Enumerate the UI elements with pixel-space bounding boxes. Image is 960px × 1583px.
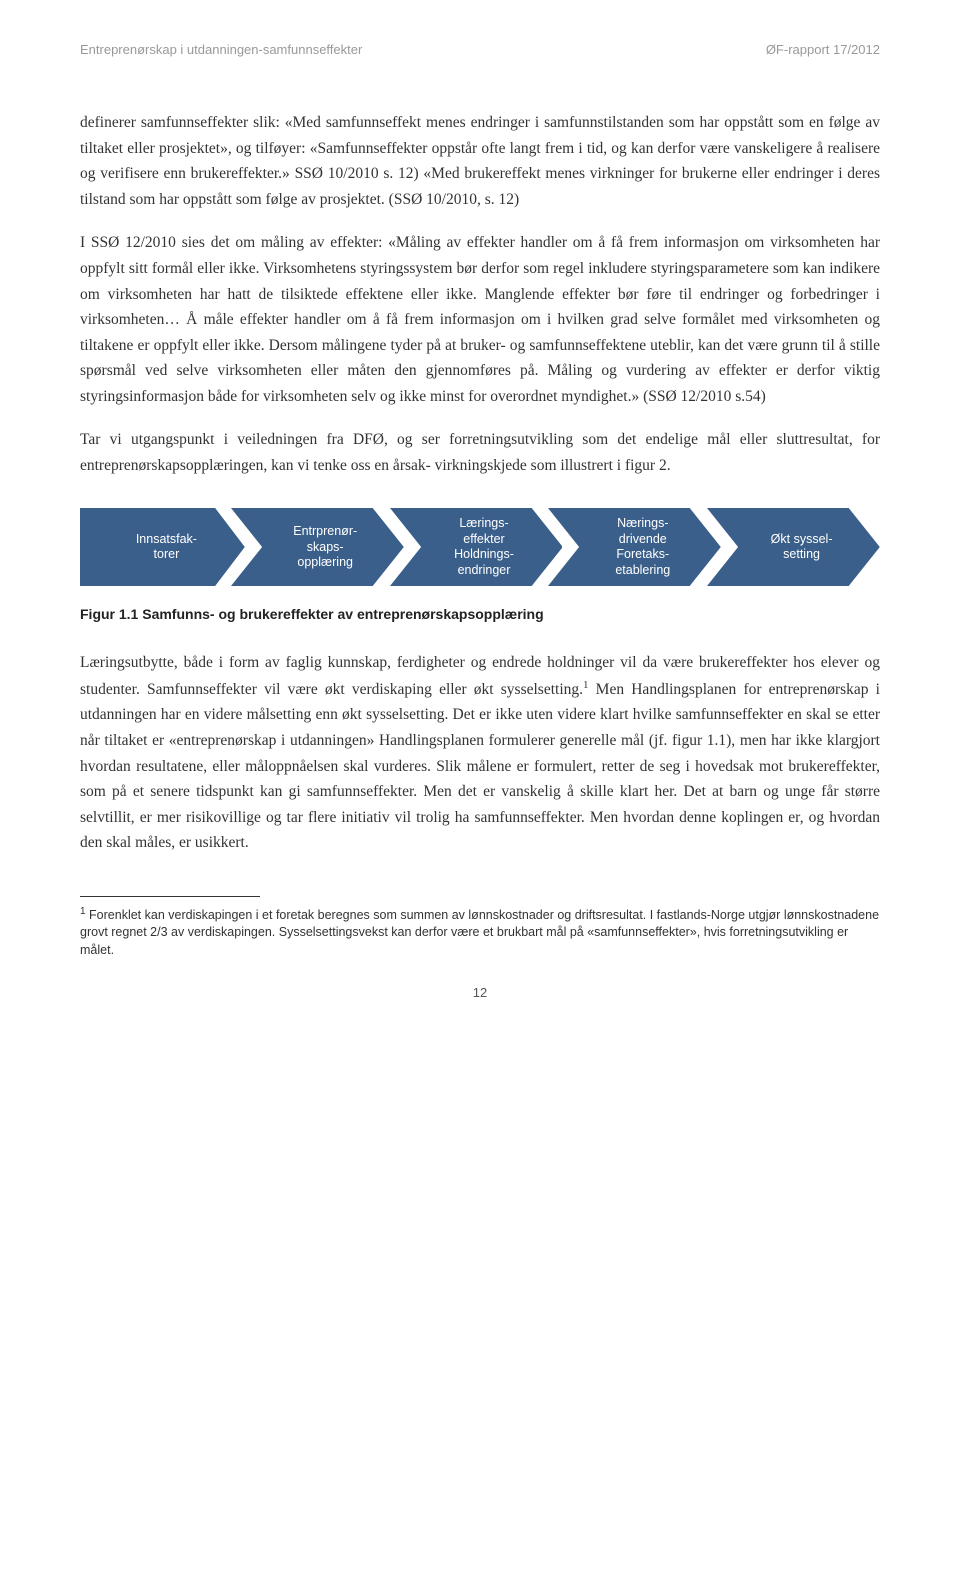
chevron-label-2: Lærings- effekter Holdnings- endringer <box>454 516 514 579</box>
paragraph-3: Tar vi utgangspunkt i veiledningen fra D… <box>80 427 880 478</box>
paragraph-4: Læringsutbytte, både i form av faglig ku… <box>80 650 880 856</box>
paragraph-1: definerer samfunnseffekter slik: «Med sa… <box>80 110 880 212</box>
chevron-chain-diagram: Innsatsfak- torer Entrprenør- skaps- oppl… <box>80 508 880 586</box>
paragraph-4b: Men Handlingsplanen for entreprenørskap … <box>80 681 880 851</box>
chevron-label-1: Entrprenør- skaps- opplæring <box>293 524 357 571</box>
page-header: Entreprenørskap i utdanningen-samfunnsef… <box>80 40 880 60</box>
chevron-label-0: Innsatsfak- torer <box>136 532 197 563</box>
figure-caption-text: Samfunns- og brukereffekter av entrepren… <box>142 606 543 622</box>
body-text: definerer samfunnseffekter slik: «Med sa… <box>80 110 880 478</box>
footnote-marker: 1 <box>80 906 86 917</box>
header-left: Entreprenørskap i utdanningen-samfunnsef… <box>80 40 362 60</box>
chevron-step-2: Lærings- effekter Holdnings- endringer <box>390 508 563 586</box>
chevron-step-0: Innsatsfak- torer <box>80 508 245 586</box>
footnote-1: 1 Forenklet kan verdiskapingen i et fore… <box>80 905 880 960</box>
chevron-label-4: Økt syssel- setting <box>771 532 833 563</box>
chevron-step-3: Nærings- drivende Foretaks- etablering <box>548 508 721 586</box>
header-right: ØF-rapport 17/2012 <box>766 40 880 60</box>
body-text-after-figure: Læringsutbytte, både i form av faglig ku… <box>80 650 880 856</box>
paragraph-2: I SSØ 12/2010 sies det om måling av effe… <box>80 230 880 409</box>
figure-caption-prefix: Figur 1.1 <box>80 606 142 622</box>
footnote-text: Forenklet kan verdiskapingen i et foreta… <box>80 908 879 957</box>
chevron-step-4: Økt syssel- setting <box>707 508 880 586</box>
page-number: 12 <box>80 983 880 1003</box>
chevron-label-3: Nærings- drivende Foretaks- etablering <box>615 516 670 579</box>
chevron-step-1: Entrprenør- skaps- opplæring <box>231 508 404 586</box>
figure-caption: Figur 1.1 Samfunns- og brukereffekter av… <box>80 604 880 626</box>
footnote-separator <box>80 896 260 897</box>
